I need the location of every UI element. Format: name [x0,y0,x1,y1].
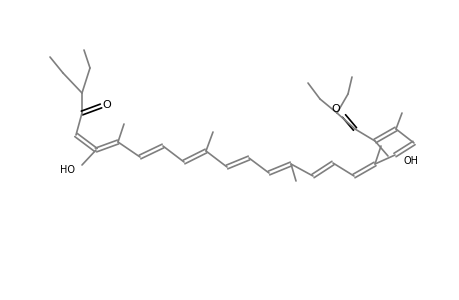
Text: O: O [102,100,111,110]
Text: OH: OH [403,156,418,166]
Text: O: O [331,104,340,114]
Text: HO: HO [61,165,75,175]
